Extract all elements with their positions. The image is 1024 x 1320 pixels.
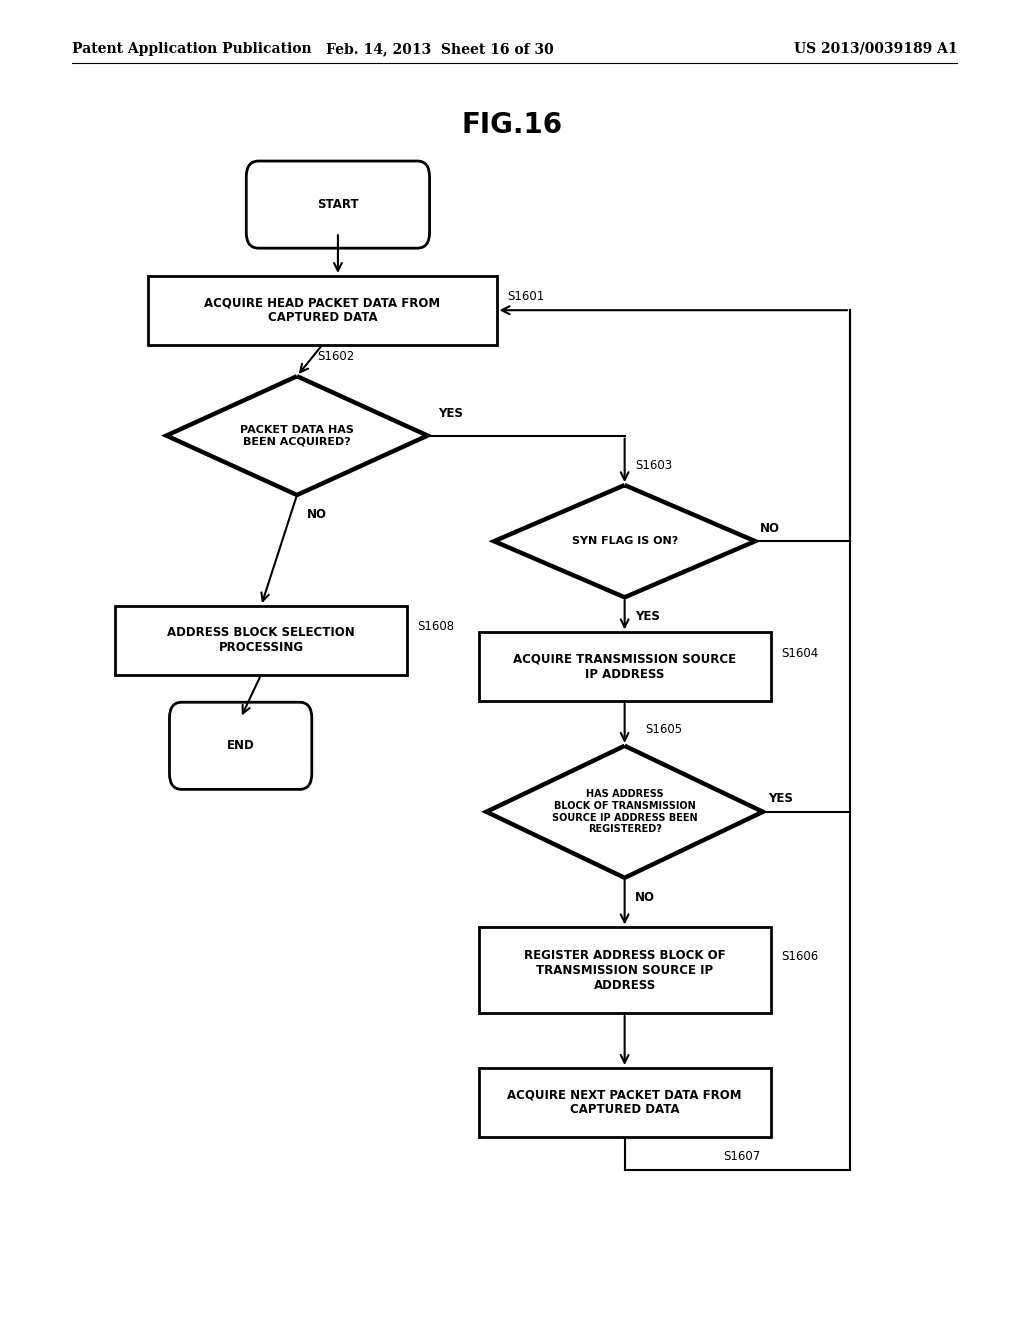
Text: S1605: S1605 — [645, 723, 682, 737]
Bar — [479, 632, 770, 701]
Text: S1607: S1607 — [723, 1150, 760, 1163]
FancyBboxPatch shape — [169, 702, 311, 789]
Text: S1603: S1603 — [635, 459, 672, 471]
Text: NO: NO — [760, 521, 780, 535]
Text: S1608: S1608 — [418, 620, 455, 634]
Text: S1606: S1606 — [780, 950, 818, 964]
Text: REGISTER ADDRESS BLOCK OF
TRANSMISSION SOURCE IP
ADDRESS: REGISTER ADDRESS BLOCK OF TRANSMISSION S… — [524, 949, 725, 991]
Text: S1604: S1604 — [780, 647, 818, 660]
Text: SYN FLAG IS ON?: SYN FLAG IS ON? — [571, 536, 678, 546]
Text: ACQUIRE NEXT PACKET DATA FROM
CAPTURED DATA: ACQUIRE NEXT PACKET DATA FROM CAPTURED D… — [507, 1088, 742, 1117]
Bar — [479, 927, 770, 1014]
Text: HAS ADDRESS
BLOCK OF TRANSMISSION
SOURCE IP ADDRESS BEEN
REGISTERED?: HAS ADDRESS BLOCK OF TRANSMISSION SOURCE… — [552, 789, 697, 834]
Polygon shape — [494, 486, 756, 597]
Text: PACKET DATA HAS
BEEN ACQUIRED?: PACKET DATA HAS BEEN ACQUIRED? — [240, 425, 354, 446]
Text: START: START — [317, 198, 358, 211]
Text: END: END — [226, 739, 255, 752]
Text: NO: NO — [307, 508, 328, 521]
Bar — [479, 1068, 770, 1137]
Text: NO: NO — [635, 891, 655, 904]
Text: Feb. 14, 2013  Sheet 16 of 30: Feb. 14, 2013 Sheet 16 of 30 — [327, 42, 554, 55]
Text: Patent Application Publication: Patent Application Publication — [72, 42, 311, 55]
Text: ADDRESS BLOCK SELECTION
PROCESSING: ADDRESS BLOCK SELECTION PROCESSING — [167, 626, 355, 655]
Text: S1601: S1601 — [507, 290, 544, 304]
Bar — [116, 606, 407, 675]
FancyBboxPatch shape — [246, 161, 430, 248]
Text: ACQUIRE HEAD PACKET DATA FROM
CAPTURED DATA: ACQUIRE HEAD PACKET DATA FROM CAPTURED D… — [205, 296, 440, 325]
Polygon shape — [166, 376, 428, 495]
Bar — [148, 276, 497, 345]
Text: YES: YES — [768, 792, 793, 805]
Text: US 2013/0039189 A1: US 2013/0039189 A1 — [794, 42, 957, 55]
Text: S1602: S1602 — [317, 350, 354, 363]
Text: ACQUIRE TRANSMISSION SOURCE
IP ADDRESS: ACQUIRE TRANSMISSION SOURCE IP ADDRESS — [513, 652, 736, 681]
Polygon shape — [486, 746, 763, 878]
Text: YES: YES — [635, 610, 659, 623]
Text: FIG.16: FIG.16 — [462, 111, 562, 140]
Text: YES: YES — [438, 407, 463, 420]
